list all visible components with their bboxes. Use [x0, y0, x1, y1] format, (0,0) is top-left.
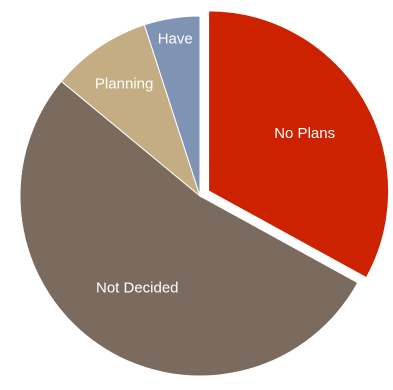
pie-slices [19, 10, 390, 377]
pie-label-planning: Planning [95, 75, 153, 92]
pie-labels: No Plans Not Decided Planning Have [95, 31, 335, 297]
pie-slice-not-decided [19, 80, 359, 377]
pie-label-not-decided: Not Decided [96, 279, 179, 296]
pie-label-no-plans: No Plans [274, 125, 335, 142]
pie-slice-no-plans [208, 10, 390, 279]
pie-slice-have [143, 15, 201, 197]
pie-label-have: Have [158, 31, 193, 48]
pie-slice-planning [60, 24, 202, 198]
